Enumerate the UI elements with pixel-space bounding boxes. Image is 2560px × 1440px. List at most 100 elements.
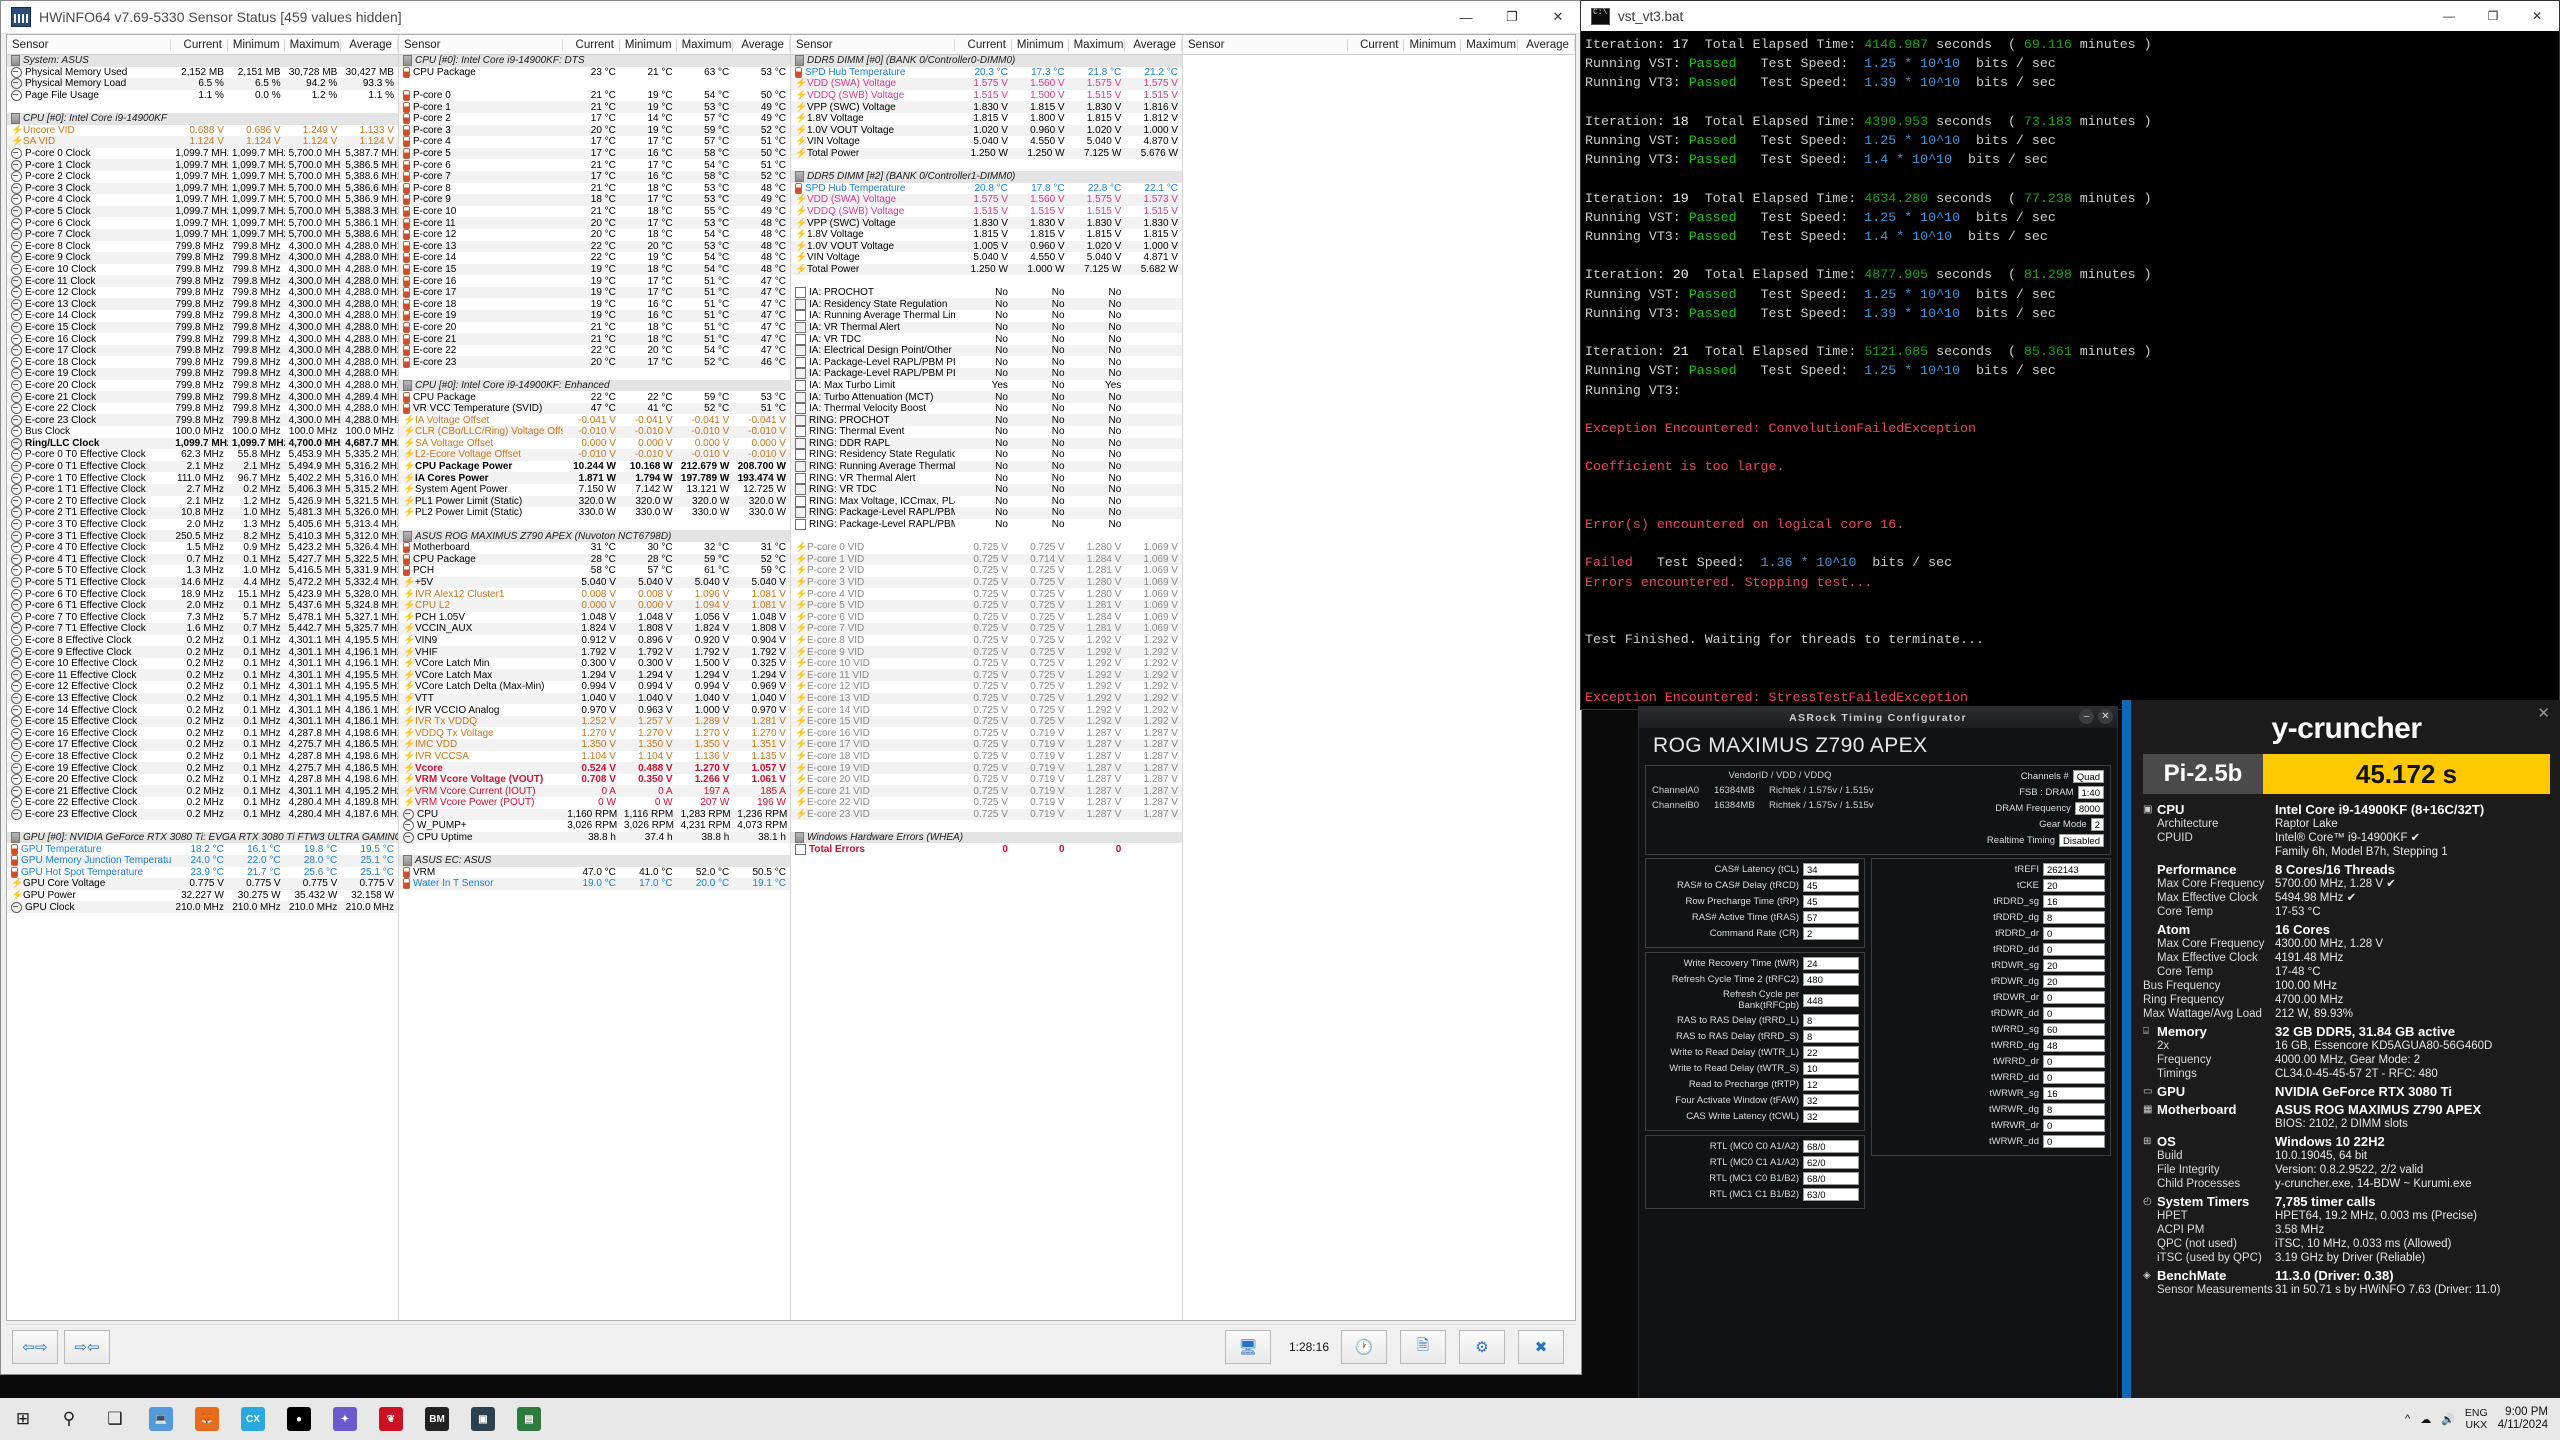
sensor-column-4[interactable]: Sensor Current Minimum Maximum Average bbox=[1183, 35, 1575, 1320]
sensor-row[interactable]: CPU Package 23 °C 21 °C 63 °C 53 °C bbox=[399, 66, 790, 79]
asrock-tertiary-field-value[interactable]: 0 bbox=[2043, 1119, 2105, 1132]
sensor-row[interactable]: ⚡ E-core 19 VID 0.725 V 0.719 V 1.287 V 1.287… bbox=[791, 762, 1182, 774]
sensor-column-1[interactable]: Sensor Current Minimum Maximum Average System… bbox=[7, 35, 399, 1320]
sensor-row[interactable]: RING: Thermal Event No No No bbox=[791, 426, 1182, 438]
sensor-row[interactable]: CPU Uptime 38.8 h 37.4 h 38.8 h 38.1 h bbox=[399, 831, 790, 844]
sensor-row[interactable]: E-core 14 Effective Clock 0.2 MHz 0.1 MHz 4… bbox=[7, 704, 398, 716]
sensor-row[interactable]: RING: Package-Level RAPL/PBM PL2,PL3NoNo… bbox=[791, 519, 1182, 531]
clock-icon[interactable]: 🕐 bbox=[1341, 1330, 1387, 1364]
sensor-row[interactable]: ⚡ IVR VCCIO Analog 0.970 V 0.963 V 1.000 V 0.… bbox=[399, 704, 790, 716]
sensor-row[interactable]: PCH 58 °C 57 °C 61 °C 59 °C bbox=[399, 565, 790, 577]
tray-chevron-icon[interactable]: ^ bbox=[2405, 1413, 2411, 1425]
sensor-row[interactable]: E-core 21 Effective Clock 0.2 MHz 0.1 MHz 4… bbox=[7, 785, 398, 797]
column-header-cell[interactable]: Average bbox=[341, 38, 398, 51]
language-indicator[interactable]: ENG UKX bbox=[2464, 1407, 2488, 1431]
gear-icon[interactable]: ⚙ bbox=[1459, 1330, 1505, 1364]
asrock-tertiary-field-value[interactable]: 0 bbox=[2043, 1055, 2105, 1068]
collapse-all-button[interactable]: ⇨⇦ bbox=[64, 1330, 110, 1364]
sensor-row[interactable]: P-core 0 Clock 1,099.7 MHz 1,099.7 MHz 5,70… bbox=[7, 148, 398, 160]
sensor-row[interactable]: IA: Electrical Design Point/Other (ICC..… bbox=[791, 344, 1182, 357]
sensor-row[interactable]: E-core 22 22 °C 20 °C 54 °C 47 °C bbox=[399, 345, 790, 357]
sensor-row[interactable]: E-core 10 21 °C 18 °C 55 °C 49 °C bbox=[399, 206, 790, 218]
sensor-row[interactable]: E-core 23 20 °C 17 °C 52 °C 46 °C bbox=[399, 356, 790, 369]
column-header-cell[interactable]: Current bbox=[563, 38, 620, 51]
sensor-row[interactable]: ⚡ E-core 14 VID 0.725 V 0.725 V 1.292 V 1.292… bbox=[791, 704, 1182, 716]
sensor-row[interactable]: GPU Clock 210.0 MHz 210.0 MHz 210.0 MHz 210.… bbox=[7, 901, 398, 913]
sensor-row[interactable]: P-core 9 18 °C 17 °C 53 °C 49 °C bbox=[399, 194, 790, 206]
sensor-row[interactable]: E-core 20 21 °C 18 °C 51 °C 47 °C bbox=[399, 321, 790, 334]
asrock-secondary-field-value[interactable]: 12 bbox=[1803, 1078, 1859, 1091]
sensor-row[interactable]: E-core 9 Clock 799.8 MHz 799.8 MHz 4,300.0 … bbox=[7, 252, 398, 264]
sensor-row[interactable]: P-core 5 T1 Effective Clock 14.6 MHz 4.4 M… bbox=[7, 576, 398, 589]
asrock-primary-field-value[interactable]: 45 bbox=[1803, 879, 1859, 892]
sensor-row[interactable]: CPU 1,160 RPM 1,116 RPM 1,283 RPM 1,236 RPM bbox=[399, 808, 790, 821]
sensor-row[interactable]: GPU Temperature 18.2 °C 16.1 °C 19.8 °C 19.5… bbox=[7, 843, 398, 855]
asrock-rtl-field-value[interactable]: 62/0 bbox=[1803, 1156, 1859, 1169]
sensor-row[interactable]: E-core 22 Clock 799.8 MHz 799.8 MHz 4,300.0… bbox=[7, 403, 398, 415]
hwinfo-maximize-button[interactable]: ❐ bbox=[1506, 9, 1518, 24]
sensor-rows-3[interactable]: DDR5 DIMM [#0] (BANK 0/Controller0-DIMM0… bbox=[791, 55, 1182, 1320]
sensor-group-header[interactable]: DDR5 DIMM [#0] (BANK 0/Controller0-DIMM0… bbox=[791, 55, 1182, 67]
sensor-row[interactable]: E-core 9 Effective Clock 0.2 MHz 0.1 MHz 4,… bbox=[7, 646, 398, 658]
console-output[interactable]: Iteration: 17 Total Elapsed Time: 4146.9… bbox=[1581, 31, 2559, 709]
sensor-row[interactable]: ⚡ E-core 17 VID 0.725 V 0.719 V 1.287 V 1.287… bbox=[791, 739, 1182, 751]
sensor-group-header[interactable]: ASUS ROG MAXIMUS Z790 APEX (Nuvoton NCT6… bbox=[399, 530, 790, 542]
console-close-button[interactable]: ✕ bbox=[2531, 9, 2543, 23]
sensor-group-header[interactable]: GPU [#0]: NVIDIA GeForce RTX 3080 Ti: EV… bbox=[7, 831, 398, 844]
sensor-row[interactable]: Water In T Sensor 19.0 °C 17.0 °C 20.0 °C 19… bbox=[399, 878, 790, 890]
sensor-row[interactable]: ⚡ CLR (CBo/LLC/Ring) Voltage Offset -0.010… bbox=[399, 426, 790, 438]
sensor-row[interactable]: E-core 19 Clock 799.8 MHz 799.8 MHz 4,300.0… bbox=[7, 368, 398, 380]
hwinfo2-taskbar-icon[interactable]: ▤ bbox=[506, 1398, 552, 1440]
column-header-cell[interactable]: Minimum bbox=[228, 38, 285, 51]
hwinfo-titlebar[interactable]: HWiNFO64 v7.69-5330 Sensor Status [459 v… bbox=[1, 1, 1581, 34]
sensor-row[interactable]: E-core 18 Clock 799.8 MHz 799.8 MHz 4,300.0… bbox=[7, 356, 398, 368]
sensor-column-3[interactable]: Sensor Current Minimum Maximum Average DDR5 D… bbox=[791, 35, 1183, 1320]
sensor-row[interactable]: ⚡ VHIF 1.792 V 1.792 V 1.792 V 1.792 V bbox=[399, 646, 790, 658]
sensor-row[interactable]: ⚡ L2-Ecore Voltage Offset -0.010 V -0.010 V… bbox=[399, 449, 790, 461]
hwinfo-minimize-button[interactable]: — bbox=[1459, 9, 1473, 25]
sensor-row[interactable]: ⚡ VCore Latch Max 1.294 V 1.294 V 1.294 V 1.2… bbox=[399, 669, 790, 682]
sensor-row[interactable]: ⚡ P-core 2 VID 0.725 V 0.725 V 1.281 V 1.069 … bbox=[791, 565, 1182, 577]
asrock-primary-timings[interactable]: CAS# Latency (tCL) 34 RAS# to CAS# Delay (… bbox=[1645, 858, 1865, 948]
column-header-cell[interactable]: Average bbox=[1125, 38, 1182, 51]
sensor-row[interactable]: P-core 3 Clock 1,099.7 MHz 1,099.7 MHz 5,70… bbox=[7, 182, 398, 195]
sensor-row[interactable]: ⚡ VIN Voltage 5.040 V 4.550 V 5.040 V 4.871 V bbox=[791, 252, 1182, 264]
column-header-cell[interactable]: Sensor bbox=[791, 38, 956, 51]
sensor-row[interactable]: P-core 1 Clock 1,099.7 MHz 1,099.7 MHz 5,70… bbox=[7, 159, 398, 171]
sensor-row[interactable]: ⚡ P-core 7 VID 0.725 V 0.725 V 1.281 V 1.069 … bbox=[791, 623, 1182, 635]
sensor-row[interactable]: GPU Hot Spot Temperature 23.9 °C 21.7 °C 25… bbox=[7, 866, 398, 879]
sensor-row[interactable]: P-core 3 T0 Effective Clock 2.0 MHz 1.3 MH… bbox=[7, 519, 398, 531]
sensor-row[interactable]: E-core 23 Effective Clock 0.2 MHz 0.1 MHz 4… bbox=[7, 808, 398, 821]
sensor-row[interactable]: E-core 12 20 °C 18 °C 54 °C 48 °C bbox=[399, 229, 790, 241]
sensor-row[interactable]: P-core 7 T1 Effective Clock 1.6 MHz 0.7 MH… bbox=[7, 623, 398, 635]
sensor-row[interactable]: ⚡ GPU Power 32.227 W 30.275 W 35.432 W 32.158… bbox=[7, 890, 398, 902]
sensor-row[interactable]: ⚡ E-core 10 VID 0.725 V 0.725 V 1.292 V 1.292… bbox=[791, 658, 1182, 670]
asrock-rtl-field-value[interactable]: 63/0 bbox=[1803, 1188, 1859, 1201]
sensor-row[interactable]: RING: VR Thermal Alert No No No bbox=[791, 472, 1182, 484]
sensor-row[interactable]: ⚡ +5V 5.040 V 5.040 V 5.040 V 5.040 V bbox=[399, 576, 790, 589]
asrock-tertiary-field-value[interactable]: 0 bbox=[2043, 1135, 2105, 1148]
remote-sensor-button[interactable]: 🖥 bbox=[1224, 1330, 1271, 1364]
sensor-row[interactable]: E-core 11 Effective Clock 0.2 MHz 0.1 MHz 4… bbox=[7, 669, 398, 682]
asrock-secondary-field-value[interactable]: 448 bbox=[1803, 993, 1859, 1007]
sensor-row[interactable]: E-core 8 Effective Clock 0.2 MHz 0.1 MHz 4,… bbox=[7, 634, 398, 647]
console-minimize-button[interactable]: — bbox=[2443, 9, 2455, 23]
asrock-secondary-field-value[interactable]: 8 bbox=[1803, 1014, 1859, 1027]
sensor-row[interactable]: ⚡ Uncore VID 0.688 V 0.686 V 1.249 V 1.133 V bbox=[7, 125, 398, 137]
column-header-cell[interactable]: Average bbox=[733, 38, 790, 51]
asrock-secondary-field-value[interactable]: 8 bbox=[1803, 1030, 1859, 1043]
asrock-top-field-value[interactable]: 8000 bbox=[2074, 802, 2104, 815]
sensor-row[interactable]: P-core 7 T0 Effective Clock 7.3 MHz 5.7 MH… bbox=[7, 611, 398, 624]
sensor-row[interactable]: ⚡ PCH 1.05V 1.048 V 1.048 V 1.056 V 1.048 V bbox=[399, 612, 790, 624]
sensor-row[interactable]: ⚡ Total Power 1.250 W 1.250 W 7.125 W 5.676 W bbox=[791, 147, 1182, 160]
sensor-row[interactable]: P-core 8 21 °C 18 °C 53 °C 48 °C bbox=[399, 182, 790, 195]
sensor-row[interactable]: RING: Residency State Regulation No No No bbox=[791, 449, 1182, 461]
sensor-row[interactable]: ⚡ P-core 1 VID 0.725 V 0.714 V 1.284 V 1.069 … bbox=[791, 553, 1182, 566]
asrock-rtl-values[interactable]: RTL (MC0 C0 A1/A2) 68/0 RTL (MC0 C1 A1/A2)… bbox=[1645, 1135, 1865, 1209]
asrock-top-fields[interactable]: Channels # Quad FSB : DRAM 1:40 DRAM Frequen… bbox=[1908, 770, 2104, 850]
column-header-cell[interactable]: Sensor bbox=[7, 38, 172, 51]
